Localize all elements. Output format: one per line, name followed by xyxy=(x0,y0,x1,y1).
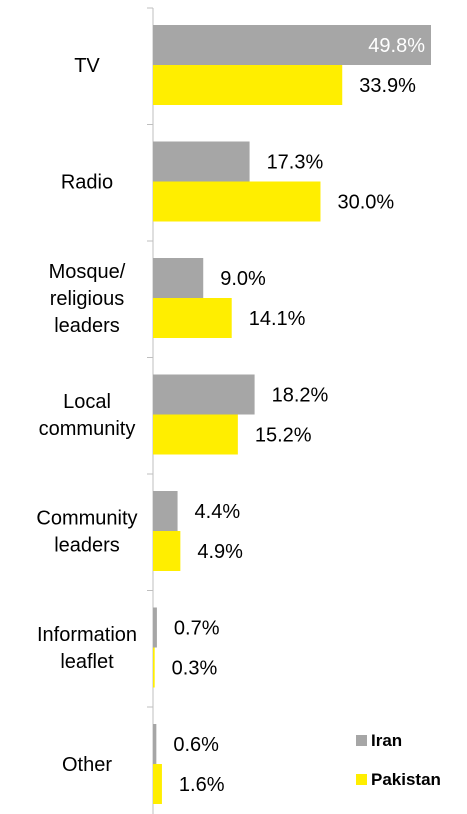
value-label-iran: 17.3% xyxy=(267,152,324,174)
category-label-line: Other xyxy=(62,754,112,776)
category-label: Local community xyxy=(39,391,136,440)
category-label: Information leaflet xyxy=(37,624,137,673)
legend-label-pakistan: Pakistan xyxy=(371,770,441,789)
bar-pakistan xyxy=(153,531,181,571)
value-label-pakistan: 15.2% xyxy=(255,425,312,447)
bar-iran xyxy=(153,607,157,648)
value-label-pakistan: 30.0% xyxy=(337,192,394,214)
bar-iran xyxy=(153,374,255,415)
bar-iran xyxy=(153,141,250,182)
bar-pakistan xyxy=(153,647,155,688)
value-label-iran: 4.4% xyxy=(195,501,241,523)
bar-pakistan xyxy=(153,65,343,105)
category-label-line: Community xyxy=(36,508,137,530)
labels-layer: 49.8% 33.9% TV 17.3% 30.0% Radio 9.0% 14.1% Mosq… xyxy=(36,35,425,796)
category-label: Radio xyxy=(61,172,113,194)
category-label-line: Information xyxy=(37,624,137,646)
category-label-line: TV xyxy=(74,55,100,77)
bars-layer xyxy=(153,25,431,804)
legend-swatch-pakistan xyxy=(356,774,367,785)
value-label-pakistan: 4.9% xyxy=(197,541,243,563)
bar-iran xyxy=(153,258,204,298)
value-label-iran: 0.7% xyxy=(174,618,220,640)
bar-iran xyxy=(153,25,431,65)
value-label-pakistan: 0.3% xyxy=(172,658,218,680)
category-label-line: Local xyxy=(63,391,111,413)
category-label-line: Mosque/ xyxy=(49,261,126,283)
legend-swatch-iran xyxy=(356,735,367,746)
category-label: Community leaders xyxy=(36,508,137,557)
bar-iran xyxy=(153,724,157,764)
legend: Iran Pakistan xyxy=(356,731,441,789)
category-label: Other xyxy=(62,754,112,776)
value-label-iran: 0.6% xyxy=(173,734,219,756)
value-label-iran: 49.8% xyxy=(368,35,425,57)
category-label-line: Radio xyxy=(61,172,113,194)
value-label-iran: 18.2% xyxy=(272,385,329,407)
category-label-line: community xyxy=(39,418,136,440)
bar-iran xyxy=(153,491,178,531)
category-label-line: religious xyxy=(50,288,124,310)
bar-pakistan xyxy=(153,414,238,455)
value-label-pakistan: 1.6% xyxy=(179,774,225,796)
category-label-line: leaders xyxy=(54,315,120,337)
bar-pakistan xyxy=(153,181,321,222)
category-label-line: leaflet xyxy=(60,651,114,673)
axis-layer xyxy=(147,7,154,814)
value-label-iran: 9.0% xyxy=(220,268,266,290)
category-label: Mosque/religious leaders xyxy=(49,261,126,337)
bar-pakistan xyxy=(153,298,232,338)
legend-label-iran: Iran xyxy=(371,731,402,750)
category-label-line: leaders xyxy=(54,535,120,557)
category-label: TV xyxy=(74,55,100,77)
bar-pakistan xyxy=(153,764,162,804)
value-label-pakistan: 14.1% xyxy=(249,308,306,330)
value-label-pakistan: 33.9% xyxy=(359,75,416,97)
